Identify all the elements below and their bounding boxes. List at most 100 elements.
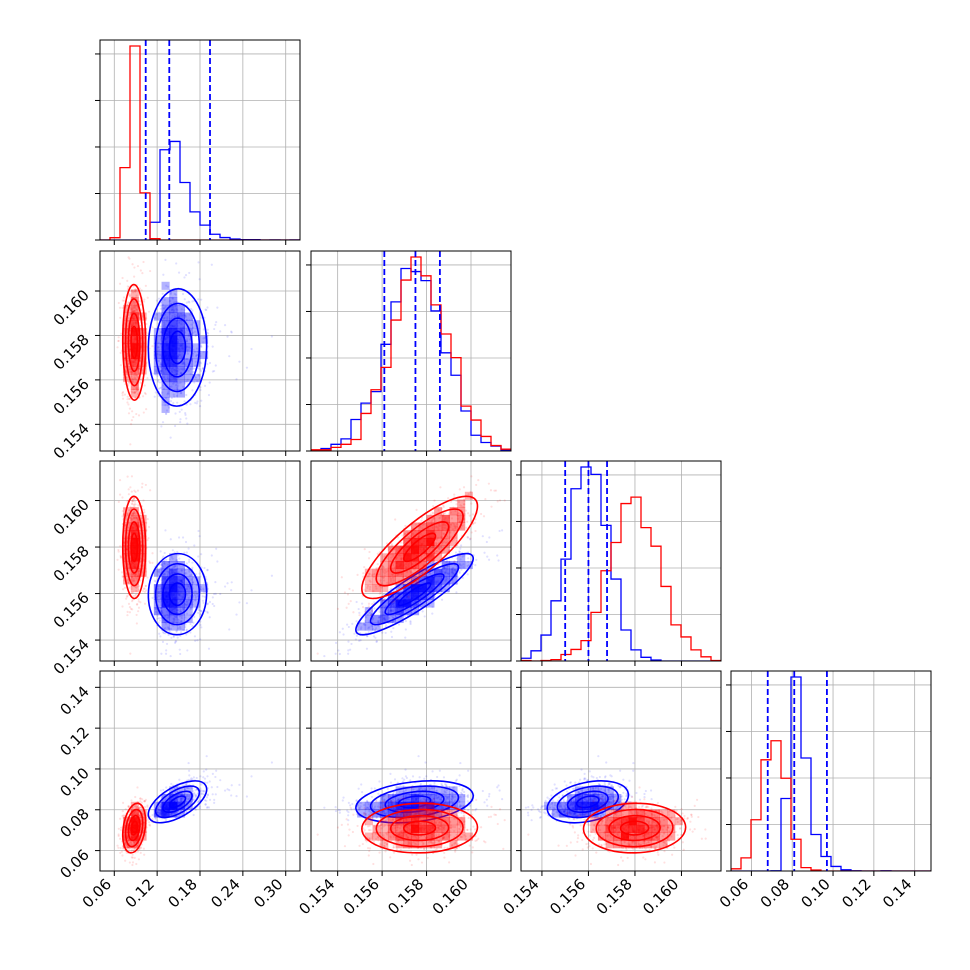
- scatter-point: [130, 289, 134, 292]
- scatter-point: [404, 628, 407, 631]
- scatter-point: [193, 593, 196, 596]
- density-cell: [169, 343, 178, 352]
- scatter-point: [160, 369, 163, 372]
- scatter-point: [135, 294, 138, 297]
- scatter-point: [164, 338, 167, 341]
- scatter-point: [430, 581, 433, 584]
- scatter-point: [172, 308, 175, 311]
- scatter-point: [214, 592, 217, 596]
- scatter-point: [136, 602, 139, 606]
- scatter-point: [190, 578, 193, 581]
- scatter-point: [429, 513, 432, 516]
- density-cell: [123, 343, 132, 352]
- scatter-point: [250, 347, 253, 351]
- scatter-point: [167, 333, 171, 336]
- scatter-point: [174, 564, 177, 568]
- scatter-point: [418, 572, 421, 575]
- scatter-point: [134, 372, 137, 375]
- scatter-point: [394, 557, 398, 560]
- scatter-point: [422, 585, 425, 588]
- density-cell: [153, 358, 162, 367]
- scatter-point: [166, 393, 169, 396]
- scatter-point: [164, 587, 167, 590]
- scatter-point: [412, 560, 415, 563]
- scatter-point: [472, 522, 475, 525]
- scatter-point: [134, 547, 137, 550]
- scatter-point: [128, 509, 131, 512]
- density-cell: [387, 553, 397, 562]
- scatter-point: [162, 575, 165, 578]
- scatter-point: [157, 346, 160, 349]
- scatter-point: [117, 568, 120, 571]
- scatter-point: [131, 300, 135, 303]
- scatter-point: [128, 569, 131, 572]
- scatter-point: [159, 338, 163, 341]
- scatter-point: [458, 550, 461, 554]
- scatter-point: [132, 332, 136, 335]
- scatter-point: [188, 301, 191, 304]
- scatter-point: [445, 538, 448, 541]
- scatter-point: [164, 577, 167, 580]
- scatter-point: [133, 346, 136, 349]
- scatter-point: [409, 588, 412, 591]
- scatter-point: [134, 548, 137, 551]
- scatter-point: [453, 524, 456, 528]
- scatter-point: [131, 561, 135, 565]
- scatter-point: [170, 344, 173, 347]
- scatter-point: [133, 565, 136, 569]
- scatter-point: [486, 555, 489, 558]
- scatter-point: [368, 620, 371, 624]
- scatter-point: [166, 317, 169, 320]
- scatter-point: [141, 314, 144, 317]
- scatter-point: [164, 622, 168, 625]
- scatter-point: [183, 551, 186, 554]
- density-cell: [138, 514, 147, 523]
- scatter-point: [199, 575, 202, 578]
- scatter-point: [364, 623, 367, 627]
- scatter-point: [380, 606, 383, 609]
- density-cell: [411, 522, 420, 531]
- density-cell: [184, 327, 193, 337]
- scatter-point: [395, 561, 398, 565]
- scatter-point: [405, 596, 408, 599]
- scatter-point: [167, 406, 171, 409]
- scatter-point: [447, 497, 450, 500]
- scatter-point: [413, 591, 416, 594]
- scatter-point: [135, 573, 138, 576]
- scatter-point: [186, 583, 189, 586]
- scatter-point: [181, 581, 184, 585]
- scatter-point: [228, 355, 231, 358]
- scatter-point: [175, 794, 178, 797]
- scatter-point: [176, 606, 179, 609]
- scatter-point: [402, 565, 405, 568]
- scatter-point: [407, 598, 410, 601]
- scatter-point: [410, 562, 413, 565]
- scatter-point: [129, 517, 133, 520]
- scatter-point: [385, 570, 388, 573]
- scatter-point: [355, 634, 359, 637]
- scatter-point: [131, 317, 135, 320]
- scatter-point: [460, 544, 463, 547]
- scatter-point: [334, 652, 337, 655]
- scatter-point: [175, 381, 178, 384]
- scatter-point: [167, 616, 170, 619]
- scatter-point: [171, 598, 174, 602]
- density-cell: [161, 281, 170, 290]
- scatter-point: [173, 315, 177, 318]
- scatter-point: [160, 581, 164, 585]
- scatter-point: [134, 564, 137, 567]
- scatter-point: [129, 325, 132, 328]
- scatter-point: [134, 347, 137, 350]
- scatter-point: [421, 587, 424, 590]
- scatter-point: [175, 369, 178, 372]
- scatter-point: [382, 618, 385, 621]
- scatter-point: [132, 546, 135, 549]
- scatter-point: [131, 517, 134, 521]
- scatter-point: [131, 335, 134, 338]
- scatter-point: [238, 601, 241, 604]
- scatter-point: [173, 610, 176, 613]
- scatter-point: [197, 611, 200, 615]
- scatter-point: [422, 547, 426, 550]
- scatter-point: [180, 329, 184, 332]
- scatter-point: [133, 371, 136, 374]
